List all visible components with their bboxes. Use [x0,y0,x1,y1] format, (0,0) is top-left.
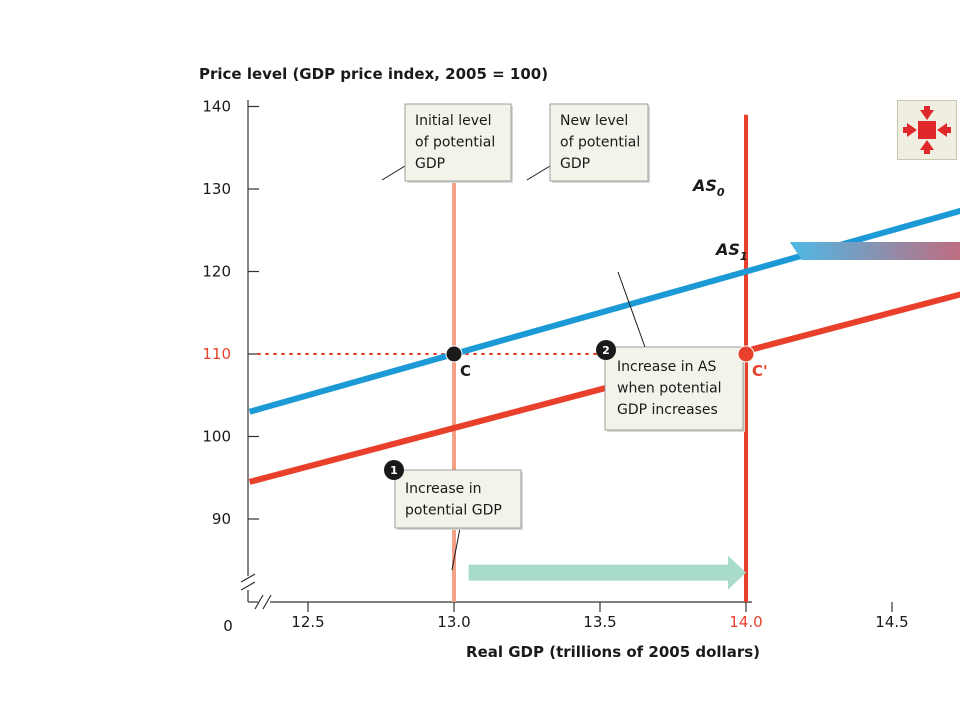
origin-label: 0 [223,617,233,635]
initial-level-box [404,103,512,182]
y-tick-label: 140 [202,98,231,116]
x-tick-label: 13.5 [583,613,616,631]
new-level-callout: New level of potential GDP [526,103,650,183]
y-tick-label: 100 [202,428,231,446]
point-label-c-prime: C' [752,362,768,380]
shrink-arrows-icon [903,106,951,154]
axes: 1401301201101009012.513.013.514.014.515.… [202,98,908,636]
increase-in-potential-gdp-text-line: Increase in [405,481,481,497]
point-c [445,345,463,363]
x-tick-label: 14.0 [729,613,762,631]
increase-in-as-badge [596,340,616,360]
as0-label-sub: 0 [717,186,725,199]
y-tick-label: 130 [202,180,231,198]
shift-arrows [468,242,960,590]
as1-label-main: AS [714,240,740,259]
initial-level-callout: Initial level of potential GDP [381,103,513,183]
points: C C' [445,345,768,380]
x-axis-break-mark [254,594,272,610]
x-tick-label: 14.5 [875,613,908,631]
increase-in-potential-gdp-badge [384,460,404,480]
new-level-text-line: New level [560,113,628,129]
as1-label-sub: 1 [740,250,748,263]
y-tick-label: 120 [202,263,231,281]
new-level-text-line: GDP [560,156,590,172]
as1-label: AS1 [714,240,748,263]
initial-level-text-line: Initial level [415,113,491,129]
increase-in-as-text-line: GDP increases [617,402,718,418]
y-tick-label: 110 [202,345,231,363]
as-shift-arrow [789,242,960,260]
potential-gdp-shift-arrow [468,555,746,590]
increase-in-potential-gdp-callout: Increase in potential GDP 1 [384,460,523,571]
increase-in-as-text-line: when potential [617,381,722,397]
initial-level-text-line: of potential [415,135,495,151]
increase-in-as-badge-number: 2 [602,344,610,357]
x-tick-label: 13.0 [437,613,470,631]
increase-in-potential-gdp-badge-number: 1 [390,464,398,477]
increase-in-as-box [604,346,744,431]
shrink-view-button[interactable] [897,100,957,160]
increase-in-potential-gdp-leader-line [451,527,461,571]
new-level-leader-line [526,165,551,181]
increase-in-as-callout: Increase in AS when potential GDP increase… [596,271,745,432]
y-axis-title: Price level (GDP price index, 2005 = 100… [199,65,548,83]
point-c-prime [737,345,755,363]
as0-label: AS0 [691,176,725,199]
y-axis-break-mark [240,573,256,591]
initial-level-leader-line [381,165,406,181]
increase-in-potential-gdp-box [394,469,522,529]
y-tick-label: 90 [212,510,231,528]
as0-curve [248,207,960,415]
as0-label-main: AS [691,176,717,195]
new-level-text-line: of potential [560,135,640,151]
new-level-box [549,103,649,182]
increase-in-potential-gdp-text-line: potential GDP [405,503,502,519]
increase-in-as-text-line: Increase in AS [617,359,716,375]
x-tick-label: 12.5 [291,613,324,631]
point-label-c: C [460,362,471,380]
initial-level-text-line: GDP [415,156,445,172]
callouts: Initial level of potential GDP New level of … [381,103,745,571]
x-axis-title: Real GDP (trillions of 2005 dollars) [466,643,760,661]
